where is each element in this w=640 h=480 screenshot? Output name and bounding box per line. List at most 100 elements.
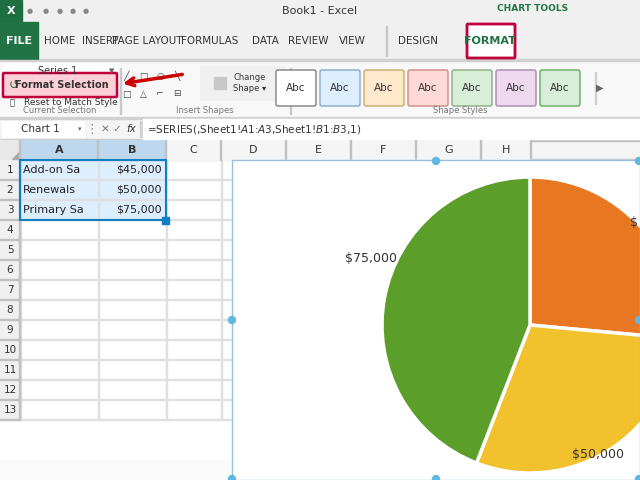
Bar: [221, 180, 286, 200]
Bar: [351, 259, 416, 260]
Bar: [286, 379, 351, 380]
Bar: [166, 200, 167, 220]
Bar: [351, 340, 352, 360]
Bar: [416, 259, 481, 260]
Bar: [351, 180, 416, 200]
Text: $50,000: $50,000: [116, 185, 162, 195]
Bar: [351, 360, 352, 380]
Bar: [221, 199, 286, 200]
Text: FORMULAS: FORMULAS: [181, 36, 239, 46]
Bar: [416, 380, 417, 400]
Bar: [0, 240, 20, 260]
Text: 3: 3: [6, 205, 13, 215]
Text: Abc: Abc: [550, 83, 570, 93]
Text: CHART TOOLS: CHART TOOLS: [497, 4, 568, 13]
Bar: [98, 239, 166, 240]
Bar: [416, 360, 481, 380]
Text: ╱: ╱: [124, 71, 129, 81]
FancyArrowPatch shape: [127, 74, 182, 85]
Bar: [20, 219, 98, 220]
Bar: [481, 280, 482, 300]
Bar: [200, 66, 284, 100]
Bar: [416, 340, 417, 360]
Bar: [19, 180, 20, 200]
Bar: [0, 460, 232, 480]
Bar: [20, 300, 98, 320]
Bar: [416, 319, 481, 320]
Bar: [221, 320, 222, 340]
Bar: [98, 280, 99, 300]
Bar: [350, 140, 351, 160]
Circle shape: [433, 476, 440, 480]
Bar: [286, 280, 287, 300]
Bar: [20, 340, 98, 360]
Bar: [98, 260, 166, 280]
Bar: [0, 118, 640, 119]
Bar: [166, 220, 221, 240]
Bar: [20, 220, 98, 240]
FancyBboxPatch shape: [364, 70, 404, 106]
FancyBboxPatch shape: [540, 70, 580, 106]
Bar: [221, 140, 286, 160]
Bar: [98, 340, 166, 360]
Bar: [351, 200, 352, 220]
Bar: [286, 260, 351, 280]
Text: 📋: 📋: [10, 98, 15, 107]
Bar: [98, 200, 99, 220]
Bar: [166, 399, 221, 400]
Bar: [481, 360, 482, 380]
Bar: [20, 240, 98, 260]
Bar: [481, 320, 482, 340]
Bar: [351, 199, 416, 200]
Bar: [481, 260, 482, 280]
Text: Renewals: Renewals: [23, 185, 76, 195]
Text: 1: 1: [6, 165, 13, 175]
Bar: [20, 200, 21, 220]
Bar: [98, 299, 166, 300]
Bar: [98, 199, 166, 200]
Bar: [481, 259, 531, 260]
Bar: [166, 260, 167, 280]
Bar: [286, 240, 287, 260]
Bar: [481, 200, 531, 220]
Bar: [290, 68, 291, 114]
Bar: [481, 400, 482, 420]
Bar: [98, 240, 166, 260]
Text: C: C: [189, 145, 197, 155]
Bar: [166, 280, 167, 300]
Text: REVIEW: REVIEW: [288, 36, 328, 46]
Bar: [98, 180, 166, 200]
Bar: [98, 279, 166, 280]
Bar: [20, 360, 21, 380]
Wedge shape: [382, 177, 530, 463]
Text: 9: 9: [6, 325, 13, 335]
Text: 10: 10: [3, 345, 17, 355]
Bar: [0, 0, 22, 22]
Bar: [286, 279, 351, 280]
Bar: [481, 280, 531, 300]
Bar: [351, 260, 416, 280]
Bar: [232, 160, 640, 480]
Bar: [166, 240, 221, 260]
Bar: [0, 180, 20, 200]
Text: Primary Sa: Primary Sa: [23, 205, 84, 215]
Text: ↺: ↺: [9, 79, 19, 92]
Text: ●: ●: [57, 8, 63, 14]
Bar: [286, 239, 351, 240]
Bar: [285, 140, 286, 160]
Bar: [416, 299, 481, 300]
Text: DATA: DATA: [252, 36, 278, 46]
Bar: [286, 319, 351, 320]
Bar: [481, 340, 531, 360]
Bar: [351, 320, 352, 340]
Bar: [221, 160, 286, 180]
Bar: [166, 380, 167, 400]
Bar: [166, 300, 221, 320]
Bar: [20, 200, 98, 220]
Bar: [166, 199, 221, 200]
Bar: [351, 300, 416, 320]
Bar: [20, 199, 98, 200]
Bar: [286, 180, 351, 200]
Bar: [20, 360, 98, 380]
Bar: [19, 220, 20, 240]
